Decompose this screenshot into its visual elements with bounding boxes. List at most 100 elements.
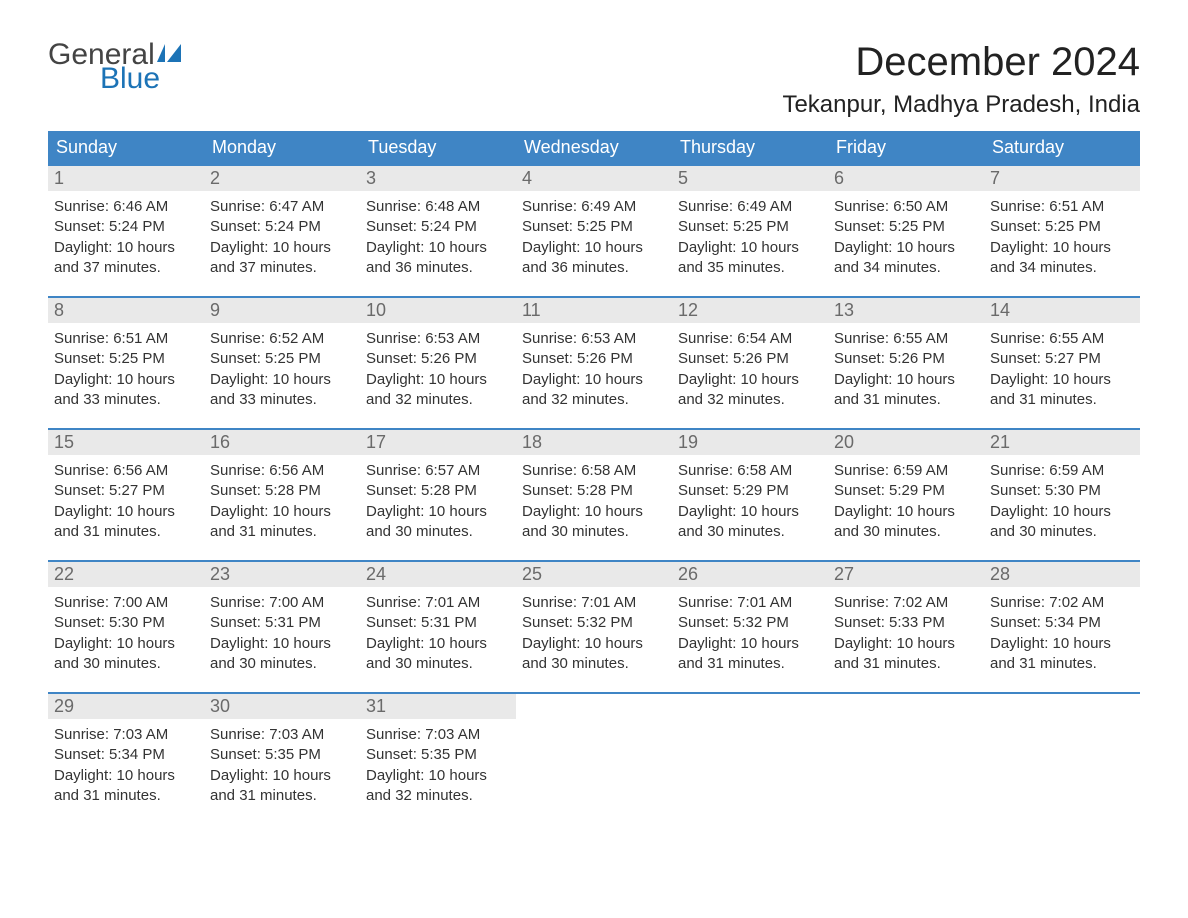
sunrise-text: Sunrise: 7:02 AM — [834, 593, 978, 613]
sunset-text: Sunset: 5:31 PM — [366, 613, 510, 633]
day-number: 22 — [48, 562, 204, 587]
day-number: 26 — [672, 562, 828, 587]
day-number: 10 — [360, 298, 516, 323]
daylight-text: Daylight: 10 hours and 31 minutes. — [54, 502, 198, 543]
logo-text-blue: Blue — [100, 64, 191, 94]
daylight-text: Daylight: 10 hours and 30 minutes. — [54, 634, 198, 675]
sunset-text: Sunset: 5:28 PM — [210, 481, 354, 501]
daylight-text: Daylight: 10 hours and 32 minutes. — [522, 370, 666, 411]
day-info: Sunrise: 7:03 AMSunset: 5:35 PMDaylight:… — [360, 719, 516, 810]
day-cell: 20Sunrise: 6:59 AMSunset: 5:29 PMDayligh… — [828, 430, 984, 546]
weekday-header: SundayMondayTuesdayWednesdayThursdayFrid… — [48, 131, 1140, 164]
sunset-text: Sunset: 5:26 PM — [678, 349, 822, 369]
day-cell: 3Sunrise: 6:48 AMSunset: 5:24 PMDaylight… — [360, 166, 516, 282]
sunrise-text: Sunrise: 6:59 AM — [834, 461, 978, 481]
weekday-friday: Friday — [828, 131, 984, 164]
sunrise-text: Sunrise: 6:55 AM — [834, 329, 978, 349]
day-cell: 29Sunrise: 7:03 AMSunset: 5:34 PMDayligh… — [48, 694, 204, 810]
weekday-sunday: Sunday — [48, 131, 204, 164]
sunset-text: Sunset: 5:33 PM — [834, 613, 978, 633]
day-info: Sunrise: 7:01 AMSunset: 5:31 PMDaylight:… — [360, 587, 516, 678]
day-info: Sunrise: 7:03 AMSunset: 5:35 PMDaylight:… — [204, 719, 360, 810]
sunrise-text: Sunrise: 7:00 AM — [54, 593, 198, 613]
sunrise-text: Sunrise: 6:58 AM — [522, 461, 666, 481]
daylight-text: Daylight: 10 hours and 31 minutes. — [834, 634, 978, 675]
sunset-text: Sunset: 5:26 PM — [522, 349, 666, 369]
day-cell: 21Sunrise: 6:59 AMSunset: 5:30 PMDayligh… — [984, 430, 1140, 546]
sunrise-text: Sunrise: 6:53 AM — [366, 329, 510, 349]
weekday-monday: Monday — [204, 131, 360, 164]
title-block: December 2024 Tekanpur, Madhya Pradesh, … — [782, 40, 1140, 119]
daylight-text: Daylight: 10 hours and 32 minutes. — [366, 370, 510, 411]
day-cell: 6Sunrise: 6:50 AMSunset: 5:25 PMDaylight… — [828, 166, 984, 282]
day-cell: . — [672, 694, 828, 810]
sunset-text: Sunset: 5:25 PM — [990, 217, 1134, 237]
sunset-text: Sunset: 5:25 PM — [834, 217, 978, 237]
day-info: Sunrise: 6:56 AMSunset: 5:27 PMDaylight:… — [48, 455, 204, 546]
sunset-text: Sunset: 5:29 PM — [834, 481, 978, 501]
sunset-text: Sunset: 5:24 PM — [54, 217, 198, 237]
day-info: Sunrise: 6:49 AMSunset: 5:25 PMDaylight:… — [672, 191, 828, 282]
weekday-saturday: Saturday — [984, 131, 1140, 164]
sunrise-text: Sunrise: 6:56 AM — [54, 461, 198, 481]
daylight-text: Daylight: 10 hours and 30 minutes. — [678, 502, 822, 543]
sunrise-text: Sunrise: 6:46 AM — [54, 197, 198, 217]
weekday-wednesday: Wednesday — [516, 131, 672, 164]
day-cell: 23Sunrise: 7:00 AMSunset: 5:31 PMDayligh… — [204, 562, 360, 678]
day-info: Sunrise: 7:01 AMSunset: 5:32 PMDaylight:… — [672, 587, 828, 678]
sunset-text: Sunset: 5:24 PM — [210, 217, 354, 237]
sunrise-text: Sunrise: 7:01 AM — [366, 593, 510, 613]
day-cell: 18Sunrise: 6:58 AMSunset: 5:28 PMDayligh… — [516, 430, 672, 546]
week-row: 8Sunrise: 6:51 AMSunset: 5:25 PMDaylight… — [48, 296, 1140, 414]
daylight-text: Daylight: 10 hours and 33 minutes. — [54, 370, 198, 411]
day-cell: 31Sunrise: 7:03 AMSunset: 5:35 PMDayligh… — [360, 694, 516, 810]
sunrise-text: Sunrise: 6:58 AM — [678, 461, 822, 481]
day-number: 2 — [204, 166, 360, 191]
day-number: 25 — [516, 562, 672, 587]
day-info: Sunrise: 7:00 AMSunset: 5:30 PMDaylight:… — [48, 587, 204, 678]
sunset-text: Sunset: 5:35 PM — [366, 745, 510, 765]
sunrise-text: Sunrise: 7:01 AM — [678, 593, 822, 613]
sunset-text: Sunset: 5:25 PM — [210, 349, 354, 369]
week-row: 29Sunrise: 7:03 AMSunset: 5:34 PMDayligh… — [48, 692, 1140, 810]
weekday-thursday: Thursday — [672, 131, 828, 164]
month-title: December 2024 — [782, 40, 1140, 85]
sunrise-text: Sunrise: 6:50 AM — [834, 197, 978, 217]
daylight-text: Daylight: 10 hours and 32 minutes. — [678, 370, 822, 411]
daylight-text: Daylight: 10 hours and 31 minutes. — [678, 634, 822, 675]
day-cell: 5Sunrise: 6:49 AMSunset: 5:25 PMDaylight… — [672, 166, 828, 282]
day-info: Sunrise: 6:52 AMSunset: 5:25 PMDaylight:… — [204, 323, 360, 414]
logo: General Blue — [48, 40, 191, 94]
day-number: 31 — [360, 694, 516, 719]
daylight-text: Daylight: 10 hours and 36 minutes. — [366, 238, 510, 279]
day-number: 15 — [48, 430, 204, 455]
sunset-text: Sunset: 5:35 PM — [210, 745, 354, 765]
day-info: Sunrise: 6:54 AMSunset: 5:26 PMDaylight:… — [672, 323, 828, 414]
week-row: 22Sunrise: 7:00 AMSunset: 5:30 PMDayligh… — [48, 560, 1140, 678]
sunset-text: Sunset: 5:27 PM — [54, 481, 198, 501]
daylight-text: Daylight: 10 hours and 31 minutes. — [210, 766, 354, 807]
daylight-text: Daylight: 10 hours and 37 minutes. — [210, 238, 354, 279]
sunrise-text: Sunrise: 6:51 AM — [990, 197, 1134, 217]
calendar: SundayMondayTuesdayWednesdayThursdayFrid… — [48, 131, 1140, 810]
day-number: 14 — [984, 298, 1140, 323]
daylight-text: Daylight: 10 hours and 30 minutes. — [210, 634, 354, 675]
day-info: Sunrise: 7:02 AMSunset: 5:34 PMDaylight:… — [984, 587, 1140, 678]
day-cell: 26Sunrise: 7:01 AMSunset: 5:32 PMDayligh… — [672, 562, 828, 678]
sunrise-text: Sunrise: 6:53 AM — [522, 329, 666, 349]
sunset-text: Sunset: 5:28 PM — [522, 481, 666, 501]
day-info: Sunrise: 7:02 AMSunset: 5:33 PMDaylight:… — [828, 587, 984, 678]
day-info: Sunrise: 6:48 AMSunset: 5:24 PMDaylight:… — [360, 191, 516, 282]
day-number: 21 — [984, 430, 1140, 455]
day-number: 18 — [516, 430, 672, 455]
day-cell: 15Sunrise: 6:56 AMSunset: 5:27 PMDayligh… — [48, 430, 204, 546]
header: General Blue December 2024 Tekanpur, Mad… — [48, 40, 1140, 119]
day-cell: 2Sunrise: 6:47 AMSunset: 5:24 PMDaylight… — [204, 166, 360, 282]
sunset-text: Sunset: 5:29 PM — [678, 481, 822, 501]
sunrise-text: Sunrise: 6:59 AM — [990, 461, 1134, 481]
day-number: 23 — [204, 562, 360, 587]
day-info: Sunrise: 6:55 AMSunset: 5:26 PMDaylight:… — [828, 323, 984, 414]
sunset-text: Sunset: 5:25 PM — [678, 217, 822, 237]
sunset-text: Sunset: 5:26 PM — [366, 349, 510, 369]
day-number: 8 — [48, 298, 204, 323]
